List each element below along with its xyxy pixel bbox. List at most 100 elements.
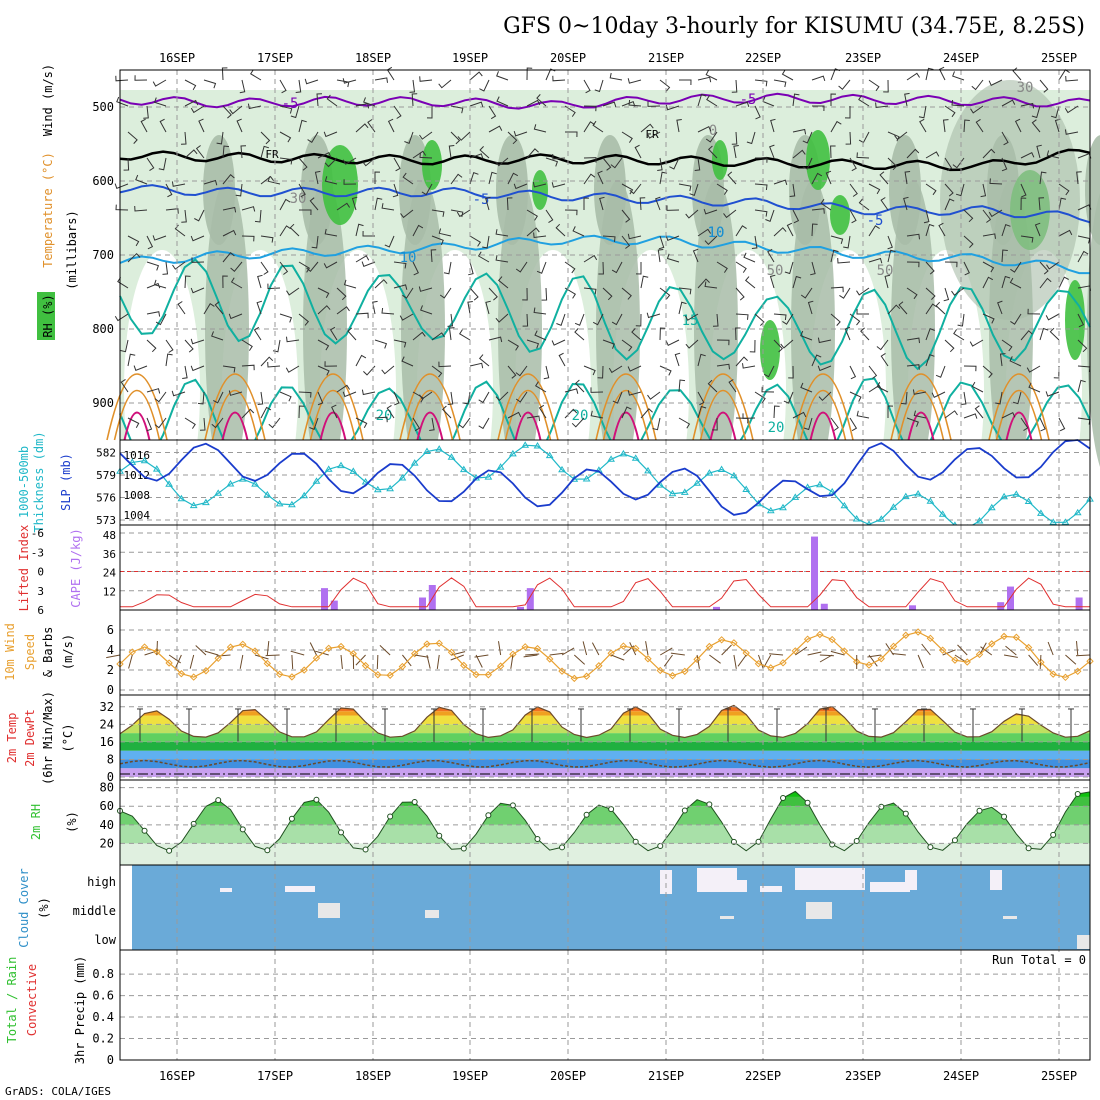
wind-barb-10m xyxy=(645,641,649,656)
wind-barb xyxy=(448,145,455,159)
wind-barb xyxy=(627,233,642,240)
wind-barb xyxy=(792,128,807,135)
warm-contour-arc xyxy=(907,411,935,441)
temp-color-band xyxy=(120,768,1090,777)
contour-label: -5 xyxy=(867,213,884,229)
wind-barb xyxy=(419,76,433,82)
contour-label: 20 xyxy=(376,408,393,424)
wind-barb-10m xyxy=(402,654,412,667)
rh-high-blob xyxy=(322,145,358,225)
wind-barb xyxy=(430,249,437,263)
wind-barb xyxy=(1058,229,1073,237)
thickness-panel: 582 579 576 573 1016 1012 1008 1004 1000-500mb Th… xyxy=(17,431,1094,533)
axis-label: (6hr Min/Max) xyxy=(41,691,55,785)
wind-barb xyxy=(211,331,224,341)
wind-barb xyxy=(374,197,383,211)
wind-barb xyxy=(931,391,946,398)
wind-barb xyxy=(115,204,129,211)
wind-barb xyxy=(393,261,407,269)
precip-tick-label: 0 xyxy=(107,1053,114,1067)
wind-barb-10m xyxy=(128,654,133,669)
wind-barb xyxy=(811,354,822,367)
wind-barb xyxy=(716,183,728,195)
wind-barb xyxy=(1050,105,1060,119)
wind-barb xyxy=(640,123,654,133)
wind-barb xyxy=(1049,327,1060,341)
contour-label: -5 xyxy=(473,192,490,208)
cloud-gap-low xyxy=(1077,935,1090,949)
wind-barb xyxy=(228,390,243,396)
rh-point xyxy=(706,801,713,808)
wind-barb xyxy=(849,417,858,432)
wind-barb xyxy=(887,235,893,250)
wind-barb xyxy=(735,356,748,367)
wind-barb-10m xyxy=(195,645,207,656)
wind-barb xyxy=(241,339,253,351)
wind-barb xyxy=(612,391,623,404)
wind-tick-label: 4 xyxy=(107,643,114,657)
wind-barb xyxy=(733,145,739,159)
wind-barb xyxy=(545,209,554,224)
rh-point xyxy=(264,847,271,854)
wind-barb xyxy=(279,79,287,94)
wind-barb xyxy=(133,365,148,371)
wind-barb xyxy=(904,171,911,185)
wind-barb xyxy=(184,275,191,289)
date-label-top: 24SEP xyxy=(943,51,979,65)
footer-credit: GrADS: COLA/IGES xyxy=(5,1085,111,1098)
wind-barb xyxy=(988,209,1003,218)
wind-barb xyxy=(952,157,965,169)
wind-barb xyxy=(564,388,579,394)
temp-line xyxy=(119,704,1091,739)
cloud-gap-middle xyxy=(1003,916,1017,919)
wind-barb xyxy=(515,261,528,273)
wind-barb xyxy=(241,206,256,212)
wind-barb xyxy=(712,313,719,327)
warm-contour-arc xyxy=(809,411,837,441)
wind-barb xyxy=(447,391,454,405)
wind-barb xyxy=(705,131,718,143)
wind-barb xyxy=(800,287,813,299)
wind-barb xyxy=(849,183,858,197)
wind-barb xyxy=(754,183,768,191)
precip-frame xyxy=(119,949,1091,1061)
wind-barb xyxy=(1020,417,1029,432)
wind-barb xyxy=(268,417,281,429)
wind-barb xyxy=(770,118,776,133)
wind-barb xyxy=(704,281,718,289)
wind-barb xyxy=(647,101,661,107)
wind-barb-10m xyxy=(265,654,280,657)
date-label-top: 20SEP xyxy=(550,51,586,65)
warm-contour-arc xyxy=(406,389,454,441)
axis-label-group: & Barbs xyxy=(41,627,55,678)
wind-barb xyxy=(906,148,920,159)
wind-barb xyxy=(583,365,596,376)
wind-barb xyxy=(298,261,310,273)
wind-barb xyxy=(856,410,870,419)
wind-barb xyxy=(988,79,1003,86)
wind-barb xyxy=(951,99,965,107)
wind-barb xyxy=(621,209,631,223)
wind-speed-point xyxy=(779,659,787,667)
wind-barb xyxy=(317,365,330,376)
lifted-index-tick-label: 0 xyxy=(37,566,44,579)
rh-tick-label: 80 xyxy=(100,781,114,795)
run-total-label: Run Total = 0 xyxy=(992,953,1086,967)
thickness-point xyxy=(938,510,947,517)
cloud-gap-middle xyxy=(720,916,734,919)
wind-barb xyxy=(541,287,548,301)
wind-speed-point xyxy=(263,659,272,668)
precip-tick-label: 0.2 xyxy=(92,1032,114,1046)
wind-barb xyxy=(800,330,813,341)
wind-barb-10m xyxy=(1003,654,1018,658)
wind-barb xyxy=(374,77,388,83)
wind-barb xyxy=(326,94,338,107)
wind-barb xyxy=(703,208,718,215)
warm-contour-arc xyxy=(319,411,347,441)
axis-label: 2m RH xyxy=(29,804,43,840)
wind-barb xyxy=(120,339,129,353)
wind-speed-point xyxy=(595,662,603,670)
wind-barb xyxy=(704,235,718,246)
wind-barb xyxy=(811,75,826,82)
